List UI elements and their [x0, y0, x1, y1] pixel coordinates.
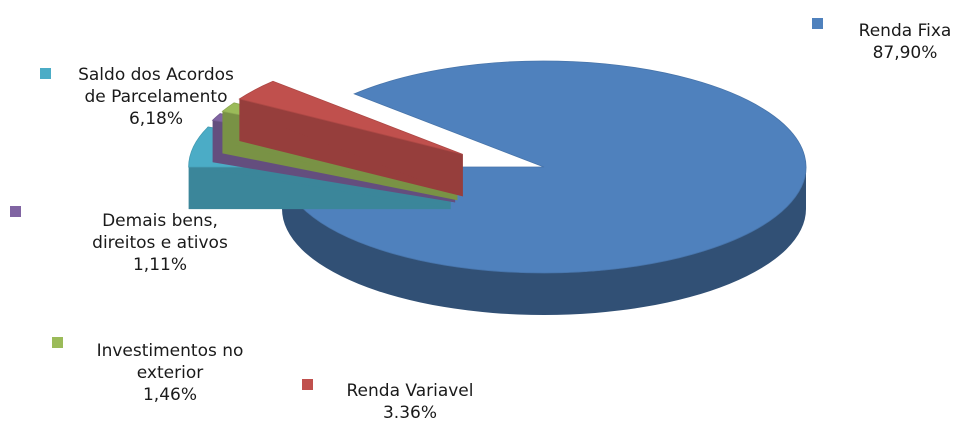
slice-label-renda-fixa: Renda Fixa: [858, 21, 952, 41]
legend-label-renda-fixa: Renda Fixa 87,90%: [850, 20, 960, 64]
legend-marker-saldo-acordos: [40, 68, 51, 79]
slice-label-investimentos-line1: Investimentos no: [96, 341, 244, 361]
slice-value-renda-variavel: 3.36%: [382, 403, 437, 423]
legend-marker-investimentos-exterior: [52, 337, 63, 348]
slice-label-saldo-acordos-line2: de Parcelamento: [84, 87, 228, 107]
slice-value-saldo-acordos: 6,18%: [128, 109, 183, 129]
legend-label-demais-bens: Demais bens, direitos e ativos 1,11%: [50, 210, 270, 276]
legend-marker-renda-fixa: [812, 18, 823, 29]
slice-value-demais-bens: 1,11%: [132, 255, 187, 275]
pie-slice-top-renda-variavel: [238, 80, 463, 155]
legend-marker-renda-variavel: [302, 379, 313, 390]
legend-label-renda-variavel: Renda Variavel 3.36%: [330, 380, 490, 424]
slice-label-saldo-acordos-line1: Saldo dos Acordos: [78, 65, 234, 85]
pie-slice-top-renda-fixa: [281, 60, 807, 274]
legend-label-saldo-acordos: Saldo dos Acordos de Parcelamento 6,18%: [56, 64, 256, 130]
slice-label-renda-variavel: Renda Variavel: [346, 381, 474, 401]
slice-value-renda-fixa: 87,90%: [872, 43, 938, 63]
pie-slices: [188, 60, 807, 315]
slice-label-demais-bens-line1: Demais bens,: [102, 211, 218, 231]
pie-slice-renda-variavel: [238, 80, 463, 197]
slice-label-investimentos-line2: exterior: [136, 363, 204, 383]
slice-value-investimentos: 1,46%: [142, 385, 197, 405]
legend-label-investimentos-exterior: Investimentos no exterior 1,46%: [70, 340, 270, 406]
pie-slice-side-renda-fixa: [282, 167, 806, 315]
legend-marker-demais-bens: [10, 206, 21, 217]
slice-label-demais-bens-line2: direitos e ativos: [92, 233, 228, 253]
